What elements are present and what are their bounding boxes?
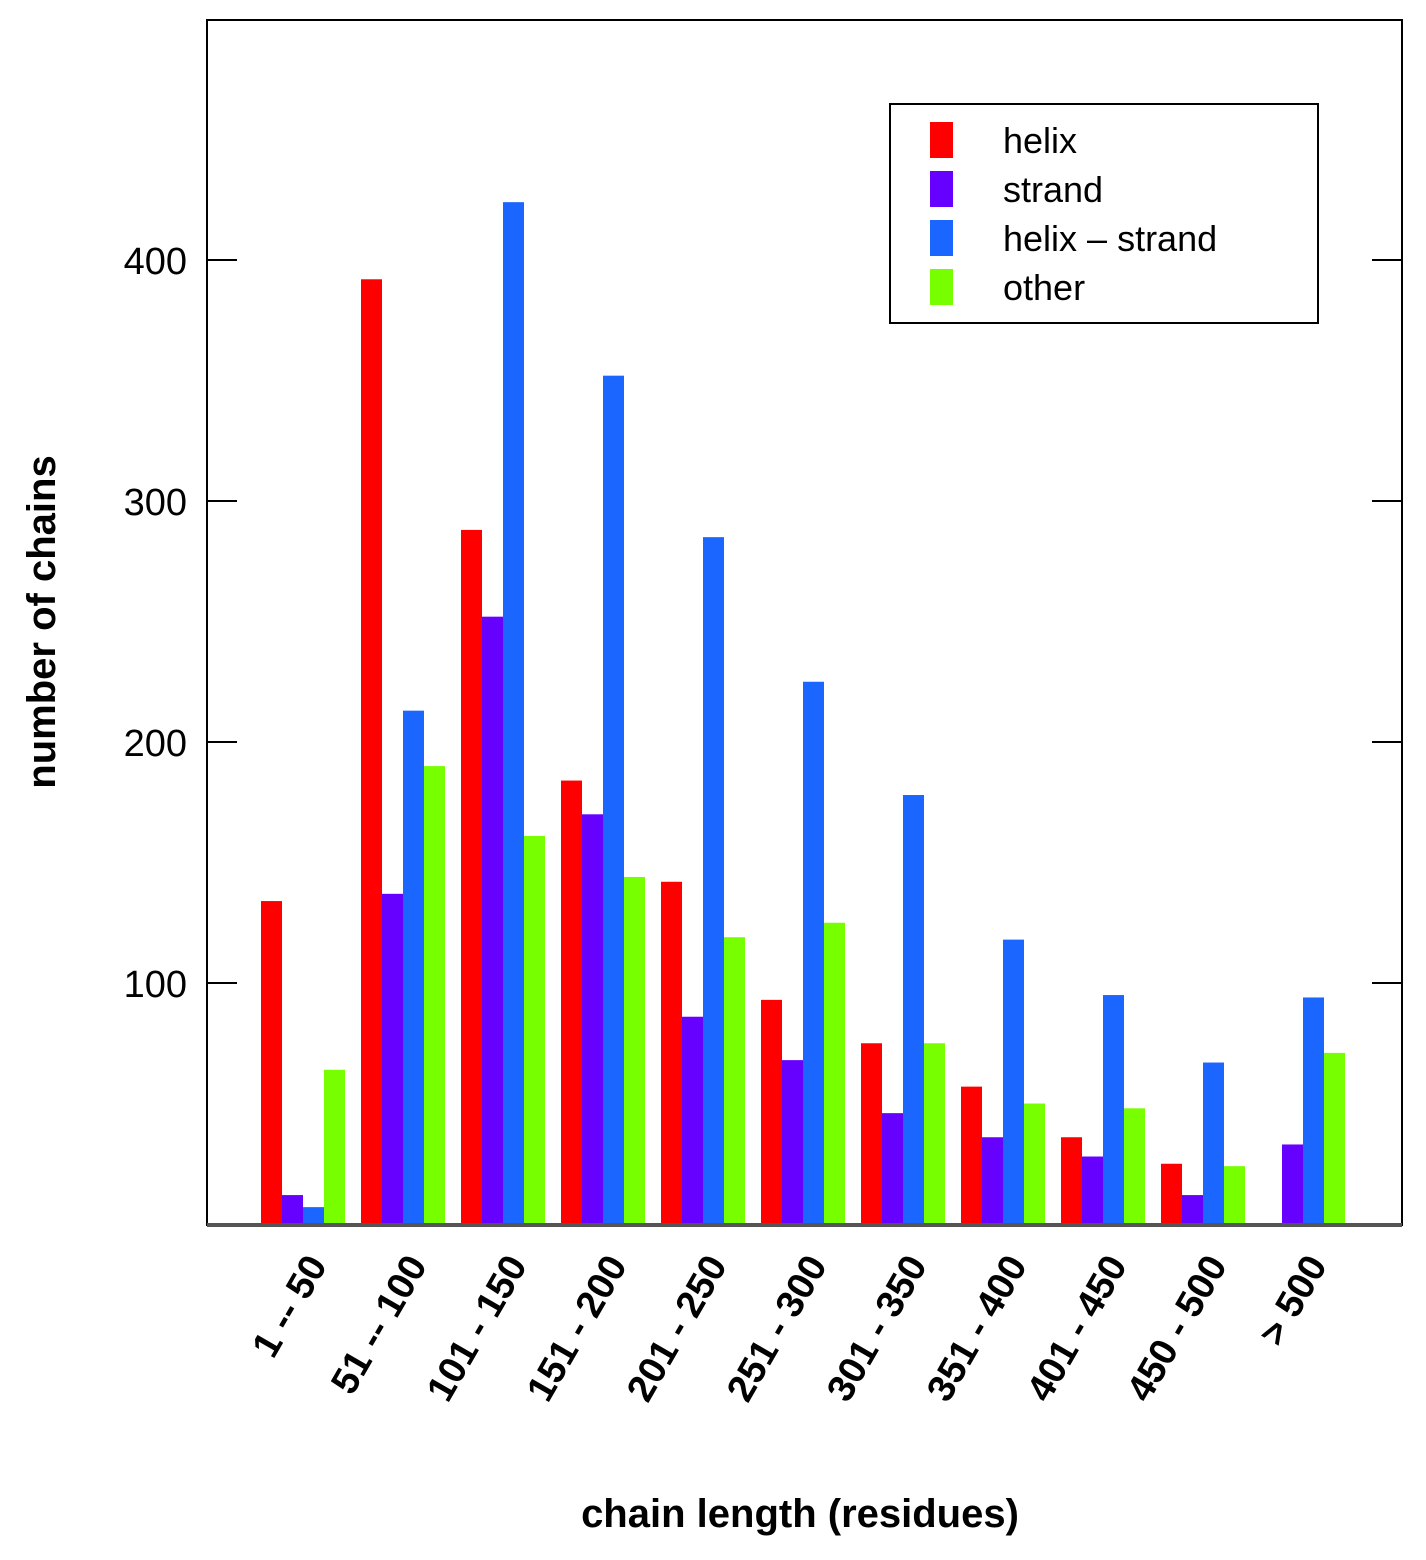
bar-other-3 [624, 876, 645, 1224]
x-category-label: 351 - 400 [919, 1249, 1036, 1409]
bar-helix-7 [961, 1086, 982, 1224]
bar-other-9 [1224, 1166, 1245, 1224]
bar-other-8 [1124, 1108, 1145, 1224]
bar-other-5 [824, 922, 845, 1224]
bar-other-4 [724, 937, 745, 1224]
bar-helix-1 [361, 279, 382, 1224]
bar-other-6 [924, 1043, 945, 1224]
bar-helix-strand-9 [1203, 1062, 1224, 1224]
bar-other-1 [424, 766, 445, 1224]
bar-helix-strand-3 [603, 375, 624, 1224]
legend-swatch [930, 122, 953, 158]
y-tick-label: 400 [124, 241, 187, 283]
x-category-label: 301 - 350 [819, 1249, 936, 1409]
bar-other-10 [1324, 1052, 1345, 1224]
bar-strand-1 [382, 893, 403, 1224]
legend-swatch [930, 220, 953, 256]
bar-strand-8 [1082, 1156, 1103, 1224]
legend-box [889, 103, 1319, 324]
bar-helix-strand-10 [1303, 997, 1324, 1224]
legend-label: helix [1003, 120, 1077, 161]
bar-helix-strand-0 [303, 1207, 324, 1224]
legend-label: other [1003, 267, 1085, 308]
bar-strand-3 [582, 814, 603, 1224]
x-category-label: 401 - 450 [1019, 1249, 1136, 1409]
bar-strand-4 [682, 1016, 703, 1224]
x-category-label: 1 -- 50 [245, 1249, 336, 1365]
bar-helix-5 [761, 999, 782, 1224]
bar-helix-strand-1 [403, 710, 424, 1224]
bar-strand-10 [1282, 1144, 1303, 1224]
bar-helix-2 [461, 529, 482, 1224]
bar-helix-8 [1061, 1137, 1082, 1224]
bar-helix-3 [561, 780, 582, 1224]
x-category-label: 251 - 300 [719, 1249, 836, 1409]
legend-label: strand [1003, 169, 1103, 210]
bar-strand-6 [882, 1113, 903, 1224]
x-category-label: 201 - 250 [619, 1249, 736, 1409]
y-ticks: 100 200 300 400 [124, 241, 1402, 1006]
legend-items: helix strand helix – strand other [930, 120, 1217, 308]
legend-swatch [930, 269, 953, 305]
bar-strand-5 [782, 1060, 803, 1224]
bar-helix-strand-7 [1003, 939, 1024, 1224]
bar-helix-4 [661, 881, 682, 1224]
bar-helix-0 [261, 901, 282, 1224]
bar-other-7 [1024, 1103, 1045, 1224]
bar-helix-6 [861, 1043, 882, 1224]
x-category-label: 101 - 150 [419, 1249, 536, 1409]
x-category-label: 51 -- 100 [323, 1249, 435, 1402]
y-tick-label: 200 [124, 723, 187, 765]
bar-helix-strand-2 [503, 202, 524, 1224]
legend-swatch [930, 171, 953, 207]
x-category-label: > 500 [1251, 1249, 1335, 1353]
legend: helix strand helix – strand other [889, 103, 1319, 324]
bars [261, 202, 1345, 1224]
bar-strand-0 [282, 1195, 303, 1224]
bar-helix-9 [1161, 1163, 1182, 1224]
bar-helix-strand-6 [903, 795, 924, 1224]
legend-label: helix – strand [1003, 218, 1217, 259]
x-category-label: 151 - 200 [519, 1249, 636, 1409]
bar-strand-7 [982, 1137, 1003, 1224]
bar-strand-9 [1182, 1195, 1203, 1224]
y-tick-label: 100 [124, 964, 187, 1006]
bar-helix-strand-4 [703, 537, 724, 1224]
bar-helix-strand-8 [1103, 995, 1124, 1224]
y-tick-label: 300 [124, 482, 187, 524]
bar-other-0 [324, 1069, 345, 1224]
bar-strand-2 [482, 616, 503, 1224]
bar-other-2 [524, 835, 545, 1224]
x-category-label: 450 - 500 [1119, 1249, 1236, 1409]
y-axis-title: number of chains [20, 455, 64, 788]
bar-helix-strand-5 [803, 681, 824, 1224]
x-axis-title: chain length (residues) [581, 1492, 1019, 1536]
